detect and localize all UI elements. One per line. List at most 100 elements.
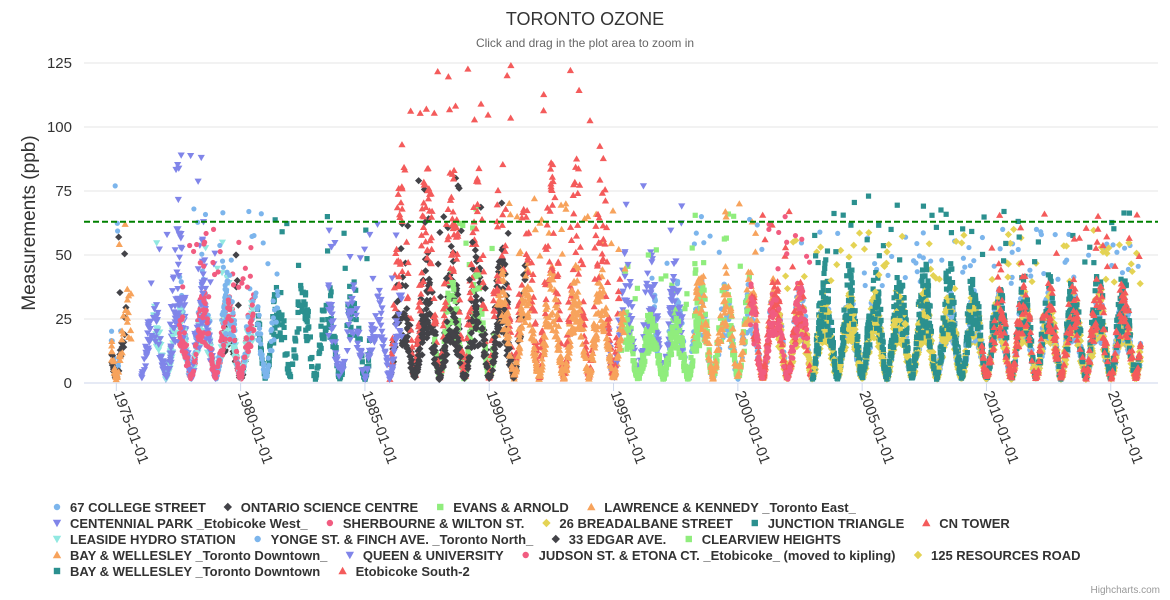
data-point bbox=[169, 276, 177, 283]
data-point bbox=[731, 213, 737, 219]
data-point bbox=[804, 341, 812, 349]
data-point bbox=[174, 261, 182, 268]
data-point bbox=[851, 199, 857, 206]
data-point bbox=[322, 325, 328, 331]
data-point bbox=[614, 287, 623, 295]
data-point bbox=[555, 315, 564, 323]
plot-area[interactable] bbox=[107, 61, 1145, 384]
data-point bbox=[504, 229, 512, 237]
data-point bbox=[705, 352, 711, 358]
data-point bbox=[477, 100, 485, 107]
data-point bbox=[426, 259, 434, 266]
data-point bbox=[233, 276, 241, 285]
data-point bbox=[197, 260, 203, 266]
data-point bbox=[736, 360, 744, 367]
data-point bbox=[482, 346, 488, 352]
data-point bbox=[115, 352, 124, 359]
data-point bbox=[454, 182, 462, 190]
data-point bbox=[1127, 260, 1135, 268]
data-point bbox=[1064, 257, 1070, 263]
data-point bbox=[351, 301, 358, 307]
data-point bbox=[1110, 278, 1118, 286]
data-point bbox=[427, 213, 436, 220]
data-point bbox=[342, 265, 348, 271]
data-point bbox=[447, 242, 455, 251]
data-point bbox=[695, 331, 701, 338]
data-point bbox=[473, 273, 479, 279]
data-point bbox=[503, 72, 511, 79]
data-point bbox=[301, 299, 307, 305]
data-point bbox=[501, 260, 509, 268]
data-point bbox=[672, 258, 680, 265]
data-point bbox=[939, 257, 945, 263]
data-point bbox=[202, 211, 209, 218]
data-point bbox=[727, 332, 733, 338]
data-point bbox=[783, 284, 792, 293]
data-point bbox=[605, 329, 613, 336]
data-point bbox=[526, 321, 534, 328]
x-tick-label: 1975-01-01 bbox=[110, 389, 152, 467]
data-point bbox=[603, 223, 611, 231]
data-point bbox=[579, 340, 587, 347]
data-point bbox=[665, 342, 673, 349]
data-point bbox=[319, 335, 326, 341]
data-point bbox=[425, 281, 433, 289]
data-point bbox=[271, 292, 278, 298]
data-point bbox=[817, 229, 823, 235]
data-point bbox=[1004, 260, 1013, 268]
data-point bbox=[704, 354, 713, 361]
data-point bbox=[278, 289, 284, 296]
data-point bbox=[398, 141, 406, 148]
data-point bbox=[621, 273, 629, 280]
data-point bbox=[549, 160, 557, 168]
data-point bbox=[453, 285, 461, 293]
data-point bbox=[489, 297, 498, 304]
data-point bbox=[601, 197, 610, 204]
data-point bbox=[596, 142, 604, 149]
data-point bbox=[691, 241, 697, 247]
data-point bbox=[291, 353, 297, 359]
data-point bbox=[472, 286, 478, 292]
x-axis: 1975-01-01 1980-01-01 1985-01-01 1990-01-01… bbox=[84, 382, 1158, 467]
data-point bbox=[277, 330, 283, 336]
data-point bbox=[479, 251, 487, 259]
data-point bbox=[547, 285, 555, 292]
data-point bbox=[595, 274, 603, 281]
data-point bbox=[505, 199, 513, 207]
data-point bbox=[653, 247, 659, 253]
data-point bbox=[969, 281, 976, 288]
data-point bbox=[420, 178, 428, 185]
data-point bbox=[455, 317, 462, 324]
data-point bbox=[470, 203, 478, 210]
data-point bbox=[327, 322, 334, 328]
data-point bbox=[628, 304, 636, 311]
data-point bbox=[283, 351, 289, 358]
data-point bbox=[395, 295, 404, 304]
data-point bbox=[531, 318, 540, 326]
data-point bbox=[630, 348, 636, 354]
data-point bbox=[298, 286, 304, 292]
data-point bbox=[395, 282, 403, 290]
data-point bbox=[714, 339, 722, 346]
data-point bbox=[702, 331, 710, 338]
data-point bbox=[296, 326, 302, 332]
data-point bbox=[396, 211, 404, 218]
data-point bbox=[337, 376, 343, 382]
data-point bbox=[522, 213, 530, 220]
data-point bbox=[752, 229, 760, 236]
y-tick-label: 25 bbox=[55, 311, 72, 328]
data-point bbox=[541, 278, 549, 285]
data-point bbox=[582, 338, 590, 345]
data-point bbox=[676, 299, 682, 305]
data-point bbox=[700, 284, 706, 290]
data-point bbox=[419, 277, 427, 284]
data-point bbox=[327, 334, 333, 340]
data-point bbox=[870, 286, 876, 292]
data-point bbox=[178, 279, 184, 285]
data-point bbox=[444, 205, 452, 212]
data-point bbox=[872, 260, 878, 267]
data-point bbox=[595, 239, 603, 246]
data-point bbox=[717, 315, 724, 321]
data-point bbox=[499, 276, 508, 283]
